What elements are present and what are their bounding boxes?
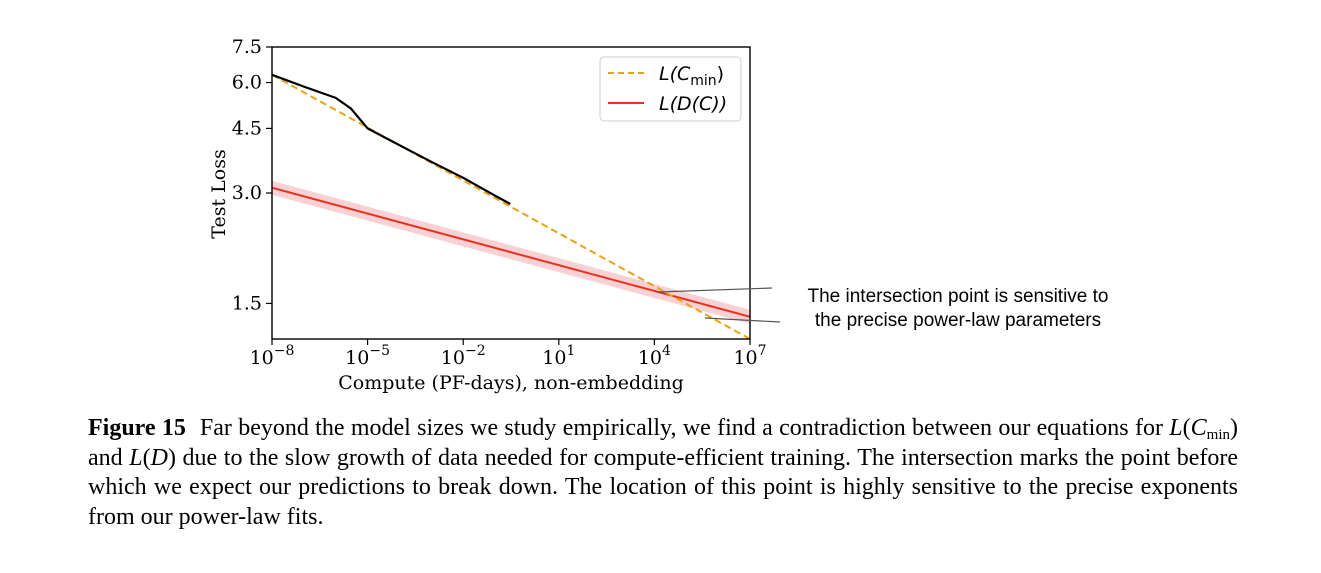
tick-marks: 10−8 10−5 10−2 101 104 107 1.5 3.0 4.5 6.0 7.5	[232, 36, 767, 369]
y-tick-label: 1.5	[232, 292, 262, 314]
x-tick-label: 101	[542, 343, 575, 369]
y-tick-label: 6.0	[232, 72, 262, 94]
x-tick-label: 10−8	[250, 343, 295, 369]
loss-chart: 10−8 10−5 10−2 101 104 107 1.5 3.0 4.5 6.0 7.5 Com…	[208, 36, 1109, 394]
legend-label-ldc: L(D(C))	[659, 93, 727, 115]
x-axis-label: Compute (PF-days), non-embedding	[338, 372, 684, 394]
legend-label-lcmin: L(Cmin)	[659, 63, 724, 89]
caption-text-3: due to the slow growth of data needed fo…	[88, 444, 1239, 530]
x-tick-label: 104	[638, 343, 671, 369]
caption-label: Figure 15	[88, 415, 186, 441]
annotation-arrow-2	[704, 317, 781, 323]
plot-area	[272, 73, 750, 339]
series-line-empirical	[272, 73, 511, 205]
caption-text-1: Far beyond the model sizes we study empi…	[199, 415, 1170, 441]
legend-box	[599, 56, 742, 122]
series-line-lcmin	[272, 73, 750, 339]
caption-math-lcmin: L(Cmin)	[1169, 415, 1238, 443]
annotation: The intersection point is sensitive to t…	[657, 286, 1109, 331]
annotation-line-2: the precise power-law parameters	[815, 310, 1101, 331]
figure-caption: Figure 15 Far beyond the model sizes we s…	[88, 414, 1238, 532]
x-tick-label: 10−5	[345, 343, 390, 369]
x-tick-label: 107	[733, 343, 766, 369]
annotation-arrow-1	[657, 287, 773, 293]
y-tick-label: 7.5	[232, 36, 262, 58]
x-tick-label: 10−2	[441, 343, 486, 369]
legend: L(Cmin) L(D(C))	[599, 56, 742, 122]
series-line-ldc	[272, 186, 750, 318]
y-tick-label: 3.0	[232, 182, 262, 204]
caption-text-2: and	[88, 444, 130, 471]
y-tick-label: 4.5	[232, 117, 262, 139]
annotation-line-1: The intersection point is sensitive to	[808, 286, 1109, 307]
caption-math-ld: L(D)	[129, 444, 176, 471]
y-axis-label: Test Loss	[208, 149, 230, 238]
